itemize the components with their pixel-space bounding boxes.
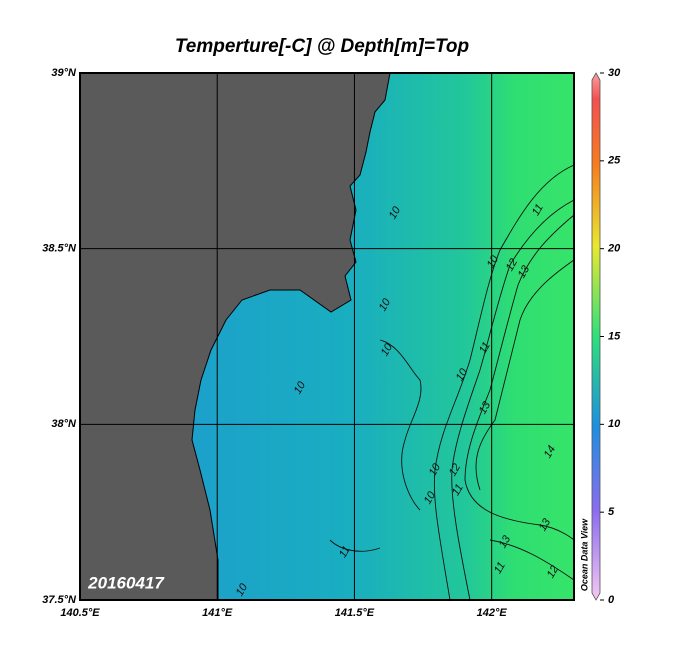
y-tick-label: 38.5°N [42,243,77,255]
colorbar-tick-label: 25 [607,155,621,167]
colorbar-tick-label: 30 [608,67,621,79]
contours [329,164,575,601]
watermark: Ocean Data View [579,518,589,591]
x-tick-label: 142°E [477,607,508,619]
colorbar-tick-label: 20 [607,243,621,255]
colorbar-tick-label: 5 [608,506,615,518]
contour-label: 11 [477,340,493,356]
contour-label: 12 [504,257,521,274]
x-tick-label: 140.5°E [60,607,100,619]
y-tick-label: 37.5°N [42,594,77,606]
date-label: 20160417 [87,573,165,592]
y-tick-label: 39°N [51,67,77,79]
colorbar [591,72,601,601]
land [79,72,391,601]
colorbar-tick-label: 0 [608,594,615,606]
x-tick-label: 141.5°E [335,607,375,619]
contour-label: 11 [530,202,546,218]
colorbar-tick-label: 15 [608,330,621,342]
colorbar-tick-label: 10 [608,418,621,430]
contour-label: 11 [450,482,466,498]
contour-label: 12 [447,462,464,479]
contour-label: 12 [545,564,562,581]
contour-label: 11 [337,544,353,560]
x-tick-label: 141°E [202,607,233,619]
y-tick-label: 38°N [51,418,77,430]
map-frame [79,72,575,601]
contour-label: 14 [542,444,559,461]
map-title: Temperture[-C] @ Depth[m]=Top [175,36,469,57]
contour-label: 11 [492,560,508,576]
